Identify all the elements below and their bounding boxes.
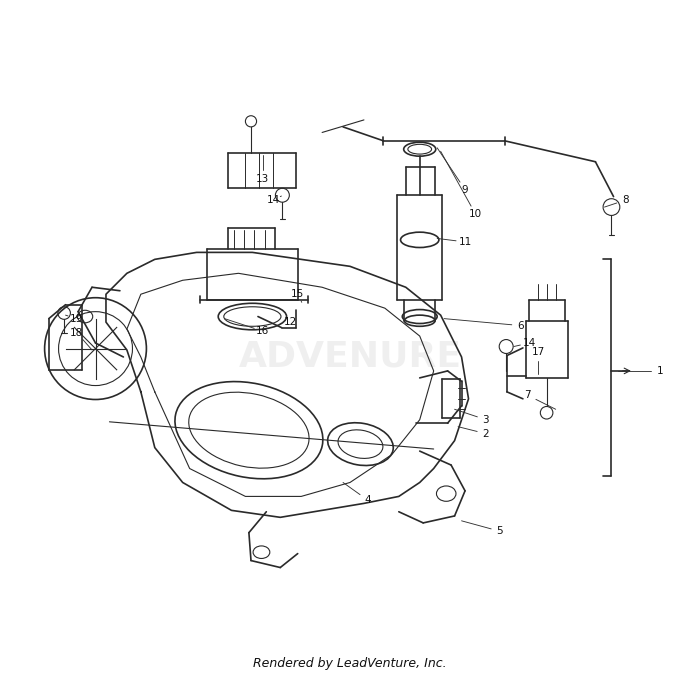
Text: 13: 13	[256, 174, 270, 184]
Text: 16: 16	[256, 326, 270, 336]
Text: 11: 11	[458, 237, 472, 247]
Text: 5: 5	[496, 526, 503, 536]
Text: 2: 2	[482, 428, 489, 439]
Text: 18: 18	[70, 328, 83, 337]
Text: 3: 3	[482, 414, 489, 425]
Text: 15: 15	[291, 289, 304, 299]
Text: 4: 4	[364, 495, 371, 505]
Text: Rendered by LeadVenture, Inc.: Rendered by LeadVenture, Inc.	[253, 657, 447, 671]
Text: 19: 19	[70, 314, 83, 323]
Text: 10: 10	[469, 209, 482, 219]
Text: 14: 14	[523, 338, 536, 348]
Text: 14: 14	[267, 195, 280, 205]
Text: ADVENURE: ADVENURE	[239, 340, 461, 374]
Text: 1: 1	[657, 366, 664, 376]
Circle shape	[540, 407, 553, 419]
Text: 8: 8	[622, 195, 629, 205]
Text: 17: 17	[531, 347, 545, 357]
Text: 7: 7	[524, 391, 531, 400]
Text: 6: 6	[517, 321, 524, 330]
Circle shape	[246, 116, 257, 127]
Text: 12: 12	[284, 317, 298, 327]
Text: 9: 9	[462, 185, 468, 195]
